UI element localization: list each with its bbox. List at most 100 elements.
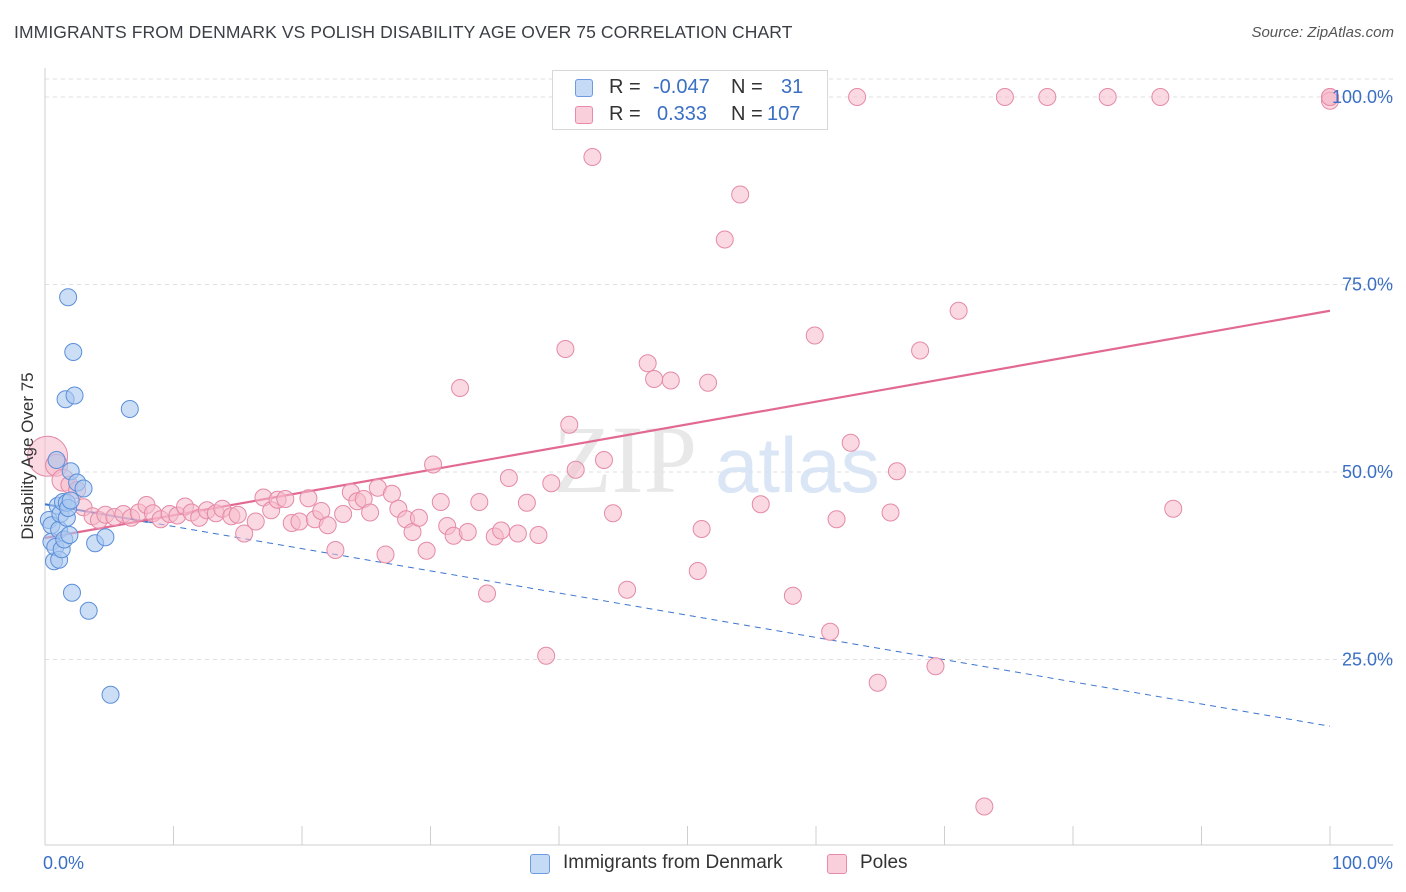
poles-point xyxy=(492,521,511,540)
denmark-point xyxy=(61,491,80,510)
denmark-point xyxy=(74,479,93,498)
denmark-point xyxy=(60,526,79,544)
poles-point xyxy=(699,373,718,392)
poles-point xyxy=(618,580,637,599)
poles-point xyxy=(246,512,265,531)
denmark-point xyxy=(120,400,139,418)
poles-point xyxy=(751,495,770,514)
legend-r-label: R = xyxy=(609,76,641,98)
poles-point xyxy=(638,354,657,373)
poles-point xyxy=(731,185,750,204)
legend-row-denmark: R = -0.047 N = 31 xyxy=(553,74,827,102)
poles-point xyxy=(235,524,254,543)
trend-line-denmark-dashed xyxy=(147,521,1331,727)
denmark-point xyxy=(101,685,120,704)
poles-point xyxy=(688,562,707,580)
bottom-legend-swatch-poles xyxy=(827,854,847,874)
poles-point xyxy=(1321,88,1339,106)
poles-point xyxy=(566,460,585,479)
poles-point xyxy=(470,493,489,511)
poles-point xyxy=(1038,88,1057,106)
denmark-point xyxy=(62,583,81,602)
poles-point xyxy=(881,503,900,522)
x-tick-label-max: 100.0% xyxy=(1332,853,1393,873)
poles-point xyxy=(458,523,477,541)
poles-point xyxy=(451,379,470,397)
y-tick-label: 25.0% xyxy=(1342,650,1393,670)
poles-point xyxy=(594,451,613,469)
legend-n-label: N = xyxy=(731,76,763,98)
poles-point xyxy=(848,88,867,106)
poles-point xyxy=(821,622,840,641)
denmark-point xyxy=(79,601,98,620)
poles-point xyxy=(692,520,711,538)
tick-labels: 25.0% 50.0% 75.0% 100.0% 0.0% 100.0% xyxy=(43,87,1393,873)
bottom-legend-label-denmark: Immigrants from Denmark xyxy=(563,852,783,873)
poles-point xyxy=(583,148,602,166)
poles-point xyxy=(661,371,680,390)
poles-point xyxy=(276,490,295,508)
y-tick-label: 50.0% xyxy=(1342,462,1393,482)
poles-point xyxy=(556,340,575,358)
poles-point xyxy=(911,341,930,360)
poles-points xyxy=(27,88,1339,816)
poles-point xyxy=(926,657,945,676)
poles-point xyxy=(645,370,664,388)
denmark-point xyxy=(59,288,78,307)
poles-point xyxy=(499,469,518,487)
grid-lines xyxy=(45,78,1393,660)
poles-point xyxy=(542,474,561,493)
poles-point xyxy=(417,541,436,560)
y-tick-label: 100.0% xyxy=(1332,87,1393,107)
denmark-point xyxy=(96,528,115,547)
bottom-legend-label-poles: Poles xyxy=(860,852,908,873)
poles-point xyxy=(290,512,309,531)
poles-point xyxy=(537,646,556,665)
poles-point xyxy=(1098,88,1117,106)
poles-point xyxy=(529,526,548,544)
poles-point xyxy=(827,510,846,529)
x-tick-label-min: 0.0% xyxy=(43,853,84,873)
bottom-legend-swatch-denmark xyxy=(530,854,550,874)
poles-point xyxy=(431,493,450,511)
correlation-legend: R = -0.047 N = 31 R = 0.333 N = 107 xyxy=(552,70,828,130)
poles-point xyxy=(841,433,860,452)
poles-point xyxy=(715,230,734,249)
poles-point xyxy=(995,88,1014,106)
poles-point xyxy=(805,326,824,345)
denmark-point xyxy=(47,451,66,469)
poles-point xyxy=(376,545,395,564)
poles-point xyxy=(603,504,622,523)
poles-point xyxy=(478,584,497,603)
poles-point xyxy=(334,505,353,523)
poles-point xyxy=(318,516,337,535)
denmark-point xyxy=(64,343,83,361)
legend-swatch-denmark xyxy=(575,79,593,97)
denmark-point xyxy=(65,386,84,405)
legend-r-value-poles: 0.333 xyxy=(657,103,708,125)
poles-point xyxy=(326,541,345,559)
poles-point xyxy=(424,455,443,474)
legend-r-value-denmark: -0.047 xyxy=(653,76,710,98)
poles-point xyxy=(382,484,401,503)
poles-point xyxy=(228,505,247,524)
legend-swatch-poles xyxy=(575,106,593,124)
legend-n-label: N = xyxy=(731,103,763,125)
y-tick-label: 75.0% xyxy=(1342,275,1393,295)
poles-point xyxy=(887,462,906,481)
denmark-points xyxy=(39,288,139,704)
poles-point xyxy=(560,415,579,434)
poles-point xyxy=(783,586,802,605)
source-label: Source: ZipAtlas.com xyxy=(1251,24,1394,41)
poles-point xyxy=(1164,499,1183,518)
legend-n-value-poles: 107 xyxy=(767,103,801,125)
legend-row-poles: R = 0.333 N = 107 xyxy=(553,101,827,129)
poles-point xyxy=(409,508,428,527)
poles-point xyxy=(949,301,968,320)
legend-r-label: R = xyxy=(609,103,641,125)
watermark-atlas: atlas xyxy=(715,421,880,509)
legend-n-value-denmark: 31 xyxy=(781,76,804,98)
poles-point xyxy=(868,673,887,692)
poles-point xyxy=(517,493,536,512)
